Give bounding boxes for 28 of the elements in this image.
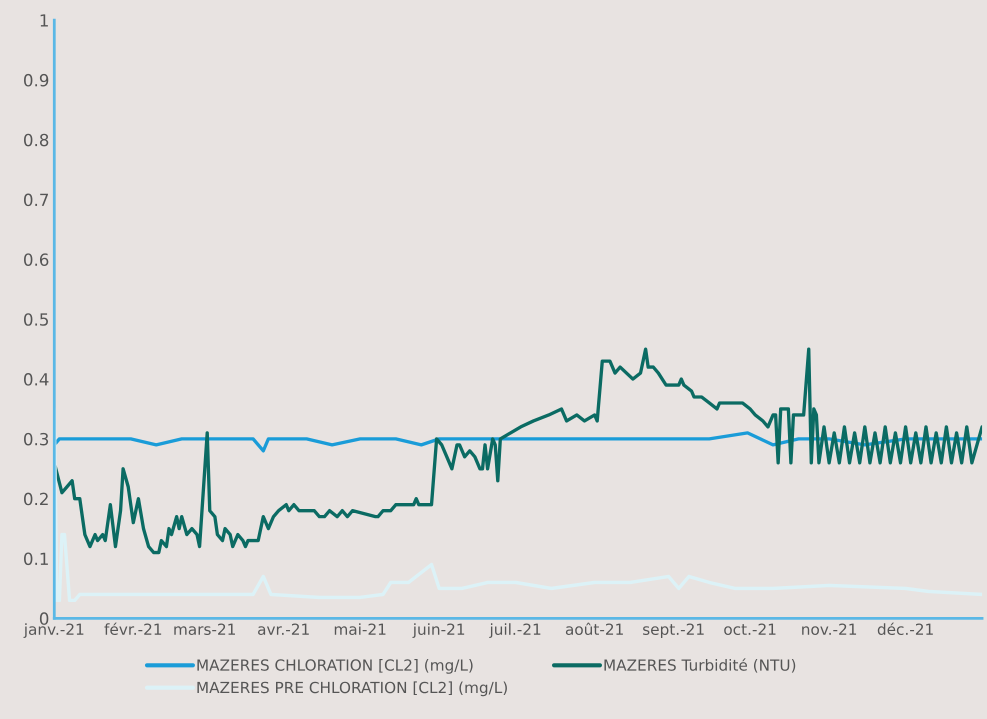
legend-label: MAZERES PRE CHLORATION [CL2] (mg/L): [197, 681, 507, 696]
x-tick-label: oct.-21: [724, 623, 776, 636]
y-tick-label: 1: [40, 14, 48, 26]
y-tick-label: 0.6: [24, 253, 48, 266]
y-tick-label: 0.2: [24, 492, 48, 506]
x-tick-label: août-21: [566, 622, 623, 636]
y-tick-label: 0.1: [24, 552, 48, 566]
y-tick-label: 0.8: [24, 134, 48, 146]
x-tick-label: févr.-21: [104, 622, 162, 636]
x-tick-label: mai-21: [334, 623, 386, 636]
line-series: [54, 407, 982, 602]
y-tick-label: 0.4: [24, 373, 48, 386]
legend-label: MAZERES CHLORATION [CL2] (mg/L): [197, 659, 473, 674]
y-tick-label: 0: [40, 612, 48, 625]
x-tick-label: déc.-21: [878, 622, 933, 636]
y-tick-label: 0.5: [24, 313, 48, 326]
y-tick-label: 0.9: [24, 74, 48, 87]
x-tick-label: sept.-21: [643, 623, 704, 638]
y-tick-label: 0.7: [24, 194, 48, 206]
x-tick-label: avr.-21: [258, 623, 309, 636]
x-tick-label: nov.-21: [802, 623, 856, 636]
line-series: [54, 347, 982, 554]
x-tick-label: mars-21: [174, 623, 235, 636]
x-tick-label: juil.-21: [489, 623, 540, 638]
x-tick-label: janv.-21: [24, 623, 84, 638]
y-tick-label: 0.3: [24, 432, 48, 446]
x-tick-label: juin-21: [412, 623, 464, 638]
legend-label: MAZERES Turbidité (NTU): [604, 658, 796, 673]
